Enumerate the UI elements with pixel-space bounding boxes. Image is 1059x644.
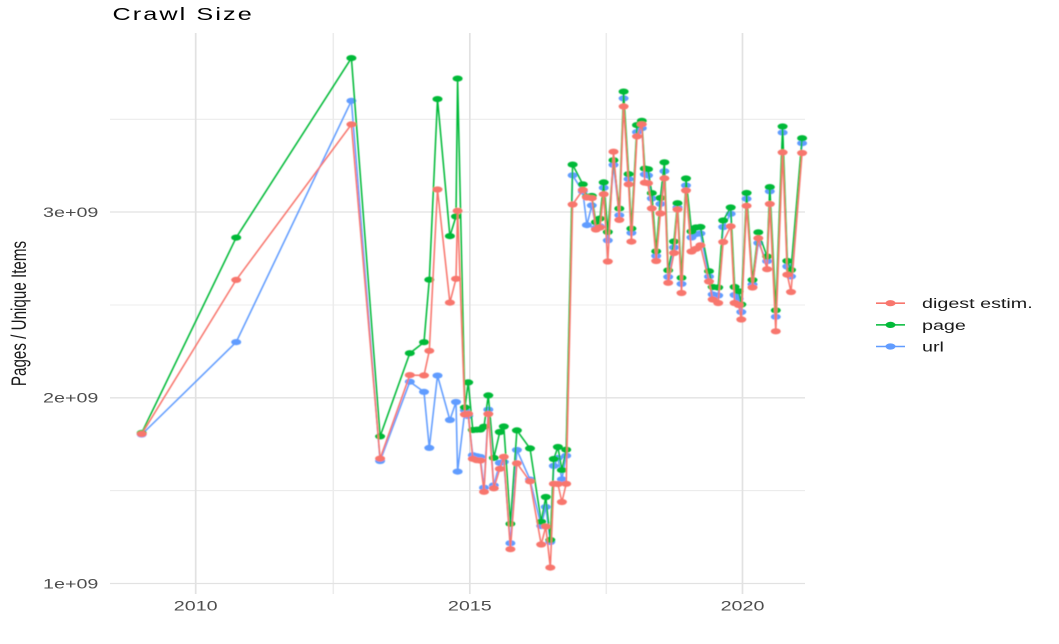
- svg-text:2010: 2010: [174, 598, 218, 613]
- svg-text:digest estim.: digest estim.: [922, 296, 1033, 311]
- svg-text:2015: 2015: [448, 598, 492, 613]
- svg-text:1e+09: 1e+09: [43, 576, 98, 591]
- svg-text:2e+09: 2e+09: [43, 391, 98, 406]
- svg-text:2020: 2020: [721, 598, 765, 613]
- svg-text:Crawl Size: Crawl Size: [113, 3, 254, 24]
- svg-text:url: url: [922, 339, 944, 354]
- svg-text:page: page: [922, 318, 966, 333]
- svg-text:Pages / Unique Items: Pages / Unique Items: [6, 241, 30, 386]
- svg-text:3e+09: 3e+09: [43, 205, 98, 220]
